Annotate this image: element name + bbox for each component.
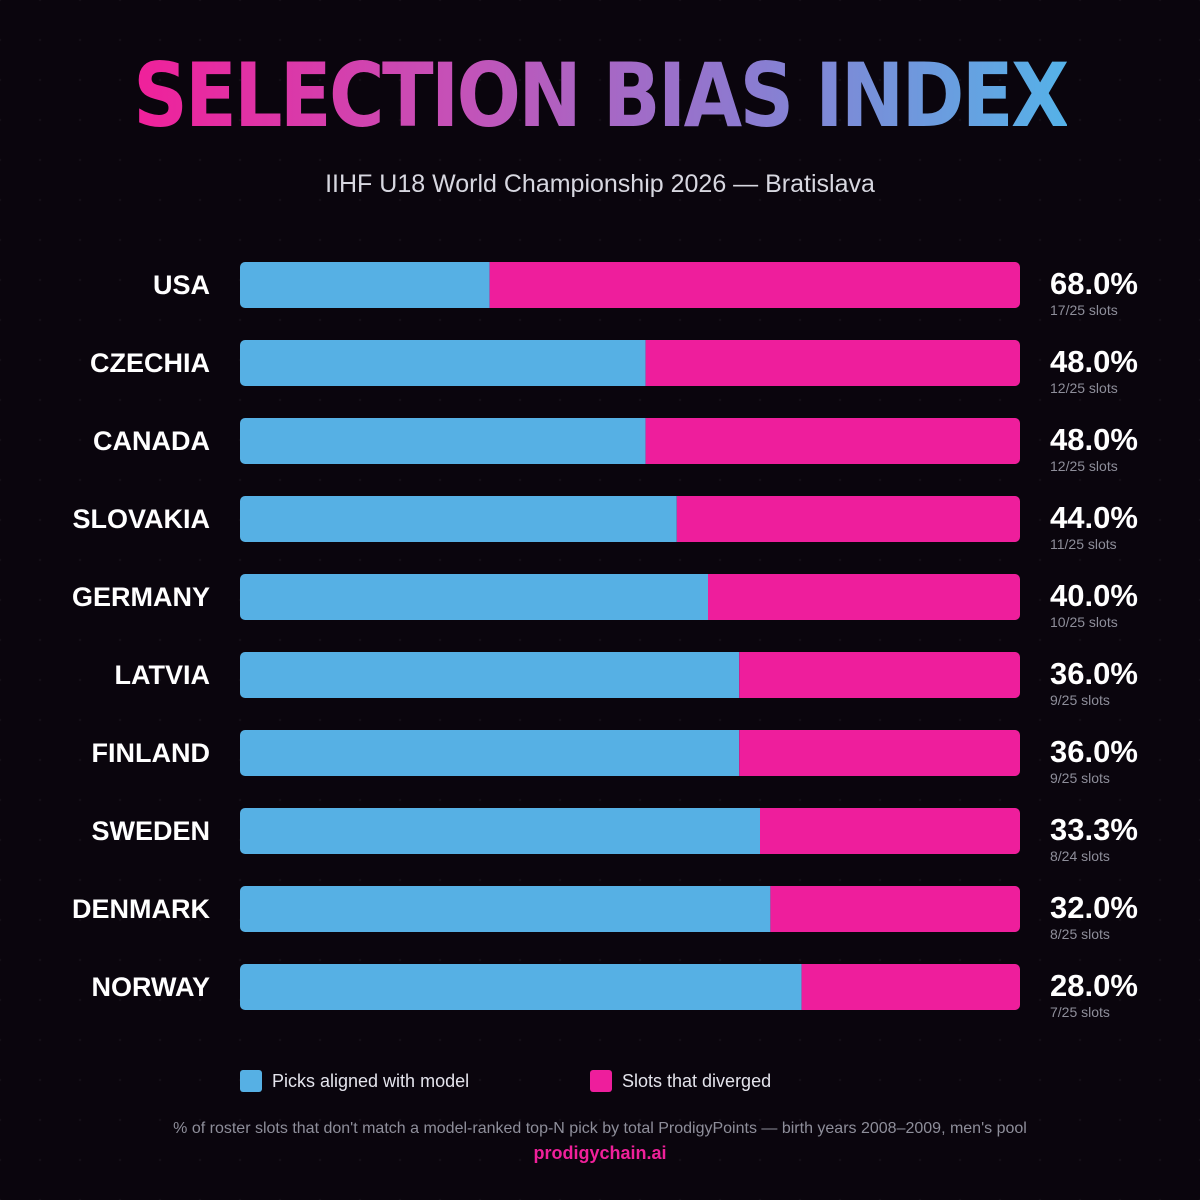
bar-diverged-germany (708, 574, 1020, 620)
bar-aligned-canada (240, 418, 646, 464)
percent-label-czechia: 48.0% (1050, 344, 1138, 379)
legend-item-diverged: Slots that diverged (590, 1070, 771, 1092)
percent-label-canada: 48.0% (1050, 422, 1138, 457)
slots-label-germany: 10/25 slots (1050, 614, 1118, 630)
bar-group-slovakia (240, 496, 1020, 542)
slots-label-norway: 7/25 slots (1050, 1004, 1110, 1020)
bar-diverged-canada (645, 418, 1020, 464)
brand-link[interactable]: prodigychain.ai (533, 1143, 667, 1163)
legend-label-aligned: Picks aligned with model (272, 1070, 470, 1091)
bar-aligned-denmark (240, 886, 771, 932)
bar-diverged-usa (489, 262, 1020, 308)
country-label-czechia: CZECHIA (90, 348, 210, 378)
bar-diverged-slovakia (676, 496, 1020, 542)
chart-subtitle: IIHF U18 World Championship 2026 — Brati… (325, 170, 875, 198)
slots-label-canada: 12/25 slots (1050, 458, 1118, 474)
legend-item-aligned: Picks aligned with model (240, 1070, 469, 1092)
bar-group-denmark (240, 886, 1020, 932)
bar-group-czechia (240, 340, 1020, 386)
slots-label-usa: 17/25 slots (1050, 302, 1118, 318)
bar-aligned-czechia (240, 340, 646, 386)
slots-label-slovakia: 11/25 slots (1050, 536, 1117, 552)
bar-group-finland (240, 730, 1020, 776)
country-label-germany: GERMANY (72, 582, 210, 612)
bar-aligned-sweden (240, 808, 760, 854)
percent-label-finland: 36.0% (1050, 734, 1138, 769)
percent-label-usa: 68.0% (1050, 266, 1138, 301)
country-label-denmark: DENMARK (72, 894, 210, 924)
legend-label-diverged: Slots that diverged (622, 1070, 772, 1091)
percent-label-denmark: 32.0% (1050, 890, 1138, 925)
bar-group-latvia (240, 652, 1020, 698)
country-label-finland: FINLAND (92, 738, 210, 768)
country-label-slovakia: SLOVAKIA (72, 504, 210, 534)
bar-aligned-germany (240, 574, 708, 620)
slots-label-sweden: 8/24 slots (1050, 848, 1110, 864)
bar-diverged-norway (801, 964, 1020, 1010)
bar-aligned-slovakia (240, 496, 677, 542)
bar-aligned-norway (240, 964, 802, 1010)
chart-title: SELECTION BIAS INDEX (133, 44, 1069, 147)
bar-aligned-finland (240, 730, 740, 776)
bar-group-sweden (240, 808, 1020, 854)
country-label-norway: NORWAY (91, 972, 210, 1002)
bar-diverged-denmark (770, 886, 1020, 932)
bar-diverged-czechia (645, 340, 1020, 386)
legend-swatch-diverged (590, 1070, 612, 1092)
legend-swatch-aligned (240, 1070, 262, 1092)
footnote: % of roster slots that don't match a mod… (173, 1120, 1027, 1137)
country-label-usa: USA (153, 270, 210, 300)
percent-label-sweden: 33.3% (1050, 812, 1138, 847)
country-label-canada: CANADA (93, 426, 210, 456)
bar-group-germany (240, 574, 1020, 620)
country-label-latvia: LATVIA (115, 660, 211, 690)
percent-label-slovakia: 44.0% (1050, 500, 1138, 535)
bar-diverged-finland (739, 730, 1020, 776)
percent-label-latvia: 36.0% (1050, 656, 1138, 691)
bar-diverged-latvia (739, 652, 1020, 698)
bar-group-canada (240, 418, 1020, 464)
bar-aligned-usa (240, 262, 490, 308)
country-label-sweden: SWEDEN (91, 816, 210, 846)
percent-label-germany: 40.0% (1050, 578, 1138, 613)
slots-label-denmark: 8/25 slots (1050, 926, 1110, 942)
slots-label-czechia: 12/25 slots (1050, 380, 1118, 396)
bar-aligned-latvia (240, 652, 740, 698)
slots-label-finland: 9/25 slots (1050, 770, 1110, 786)
bar-diverged-sweden (760, 808, 1020, 854)
percent-label-norway: 28.0% (1050, 968, 1138, 1003)
bar-group-norway (240, 964, 1020, 1010)
bar-group-usa (240, 262, 1020, 308)
slots-label-latvia: 9/25 slots (1050, 692, 1110, 708)
